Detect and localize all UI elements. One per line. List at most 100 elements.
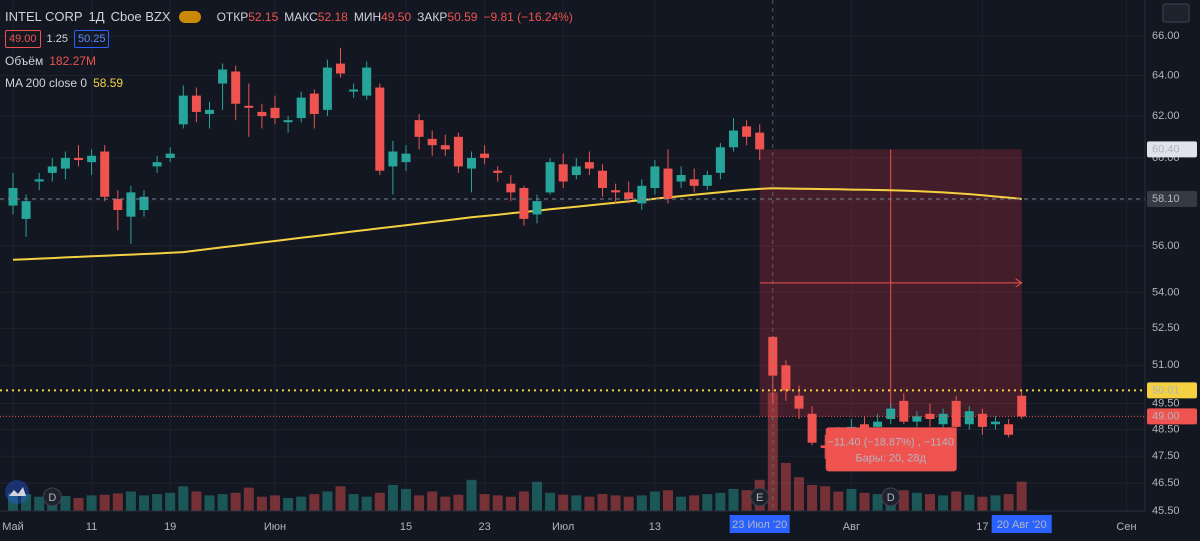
y-tick-label: 49.50 [1152, 397, 1180, 409]
volume-bar [990, 495, 1001, 511]
legend: INTEL CORP 1Д Cboe BZX ОТКР 52.15 МАКС 52.1… [5, 6, 573, 94]
candle-body [1004, 424, 1014, 435]
volume-bar [794, 477, 804, 511]
volume-bar [204, 495, 215, 511]
volume-bar [833, 491, 844, 511]
volume-bar [925, 494, 935, 511]
event-marker [42, 487, 62, 507]
ohlc-value: 50.59 [447, 10, 478, 24]
logo-icon [9, 487, 26, 496]
volume-bar [597, 494, 608, 511]
volume-value: 182.27M [49, 54, 96, 68]
volume-bar [112, 493, 123, 511]
volume-bar [243, 487, 254, 511]
candle-body [742, 126, 752, 137]
ma-line [12, 187, 1022, 261]
volume-bar [34, 496, 45, 511]
candle-body [637, 185, 647, 204]
volume-bar [545, 492, 556, 511]
interval: 1Д [88, 9, 105, 24]
candle-body [375, 87, 385, 171]
ma-layer [12, 187, 1022, 261]
volume-bar [21, 494, 32, 511]
volume-bar [178, 486, 189, 511]
candle-body [322, 67, 332, 110]
candle-body [729, 130, 738, 148]
candle-body [178, 95, 188, 125]
y-tick-label: 51.00 [1152, 359, 1180, 371]
price-label: 60.40 [1152, 143, 1180, 155]
y-tick-label: 52.50 [1152, 322, 1180, 334]
candle-body [270, 107, 280, 119]
title-row: INTEL CORP 1Д Cboe BZX ОТКР 52.15 МАКС 52.1… [5, 6, 573, 28]
volume-bar [230, 492, 241, 511]
currency-button[interactable] [1162, 3, 1190, 23]
volume-bar [623, 496, 634, 511]
volume-bar [492, 495, 503, 511]
ohlc-item: ОТКР 52.15 [217, 6, 279, 28]
x-tick-label: 23 [478, 521, 490, 533]
x-tick-label: Сен [1116, 521, 1136, 533]
candle-body [401, 153, 411, 163]
volume-bar [309, 494, 320, 511]
volume-bar [964, 494, 975, 511]
price-line-layer [0, 0, 1145, 511]
volume-bar [741, 490, 752, 511]
candle-body [87, 155, 97, 163]
candle-body [218, 69, 228, 84]
logo[interactable] [5, 480, 29, 504]
candle-body [296, 97, 306, 119]
candle-body [807, 413, 817, 443]
spread: 1.25 [46, 33, 68, 45]
candle-body [938, 413, 948, 425]
volume-bar [728, 488, 739, 511]
y-tick-label: 62.00 [1152, 110, 1180, 122]
bid[interactable]: 49.00 [5, 30, 41, 48]
y-tick-label: 66.00 [1152, 30, 1180, 42]
volume-bar [571, 495, 582, 511]
volume-bar [846, 488, 857, 511]
y-tick-label: 48.50 [1152, 423, 1180, 435]
candle-body [126, 192, 136, 217]
candle-body [244, 105, 254, 108]
volume-bar [663, 490, 673, 511]
candle-body [899, 400, 909, 422]
volume-bar [86, 495, 97, 511]
market-status-icon [178, 11, 201, 23]
ohlc-value: 52.18 [317, 10, 348, 24]
candle-body [912, 416, 922, 422]
volume-bar [296, 496, 307, 511]
candle-body [702, 175, 712, 186]
candle-body [191, 95, 201, 112]
volume-name: Объём [5, 54, 44, 68]
price-label: 49.00 [1152, 410, 1180, 422]
volume-bar [335, 486, 346, 511]
candle-body [440, 145, 450, 150]
volume-bar [636, 495, 647, 511]
candle-body [689, 179, 699, 186]
x-tick-label: Авг [843, 521, 860, 533]
volume-bar [217, 494, 228, 511]
x-tick-label: Июн [264, 521, 286, 533]
measure-date-box [991, 515, 1052, 533]
ask[interactable]: 50.25 [73, 30, 110, 48]
candle-body [886, 408, 896, 420]
volume-bar [518, 491, 529, 511]
volume-bar [322, 491, 333, 511]
event-label: D [48, 492, 56, 504]
candle-body [755, 132, 765, 150]
price-label: 50.01 [1152, 384, 1180, 396]
change: −9.81 (−16.24%) [483, 10, 573, 24]
candle-body [100, 151, 110, 197]
candle-body [139, 196, 149, 210]
candle-body [650, 166, 660, 189]
event-marker [881, 487, 901, 507]
volume-bar [807, 485, 818, 511]
ohlc: ОТКР 52.15 МАКС 52.18 МИН 49.50 ЗАКР 50.59 [217, 6, 478, 28]
measure-arrow-head [1015, 278, 1023, 288]
ohlc-item: МАКС 52.18 [284, 6, 348, 28]
x-tick-label: Июл [552, 521, 574, 533]
candle-body [951, 400, 961, 427]
candle-body [74, 157, 83, 161]
